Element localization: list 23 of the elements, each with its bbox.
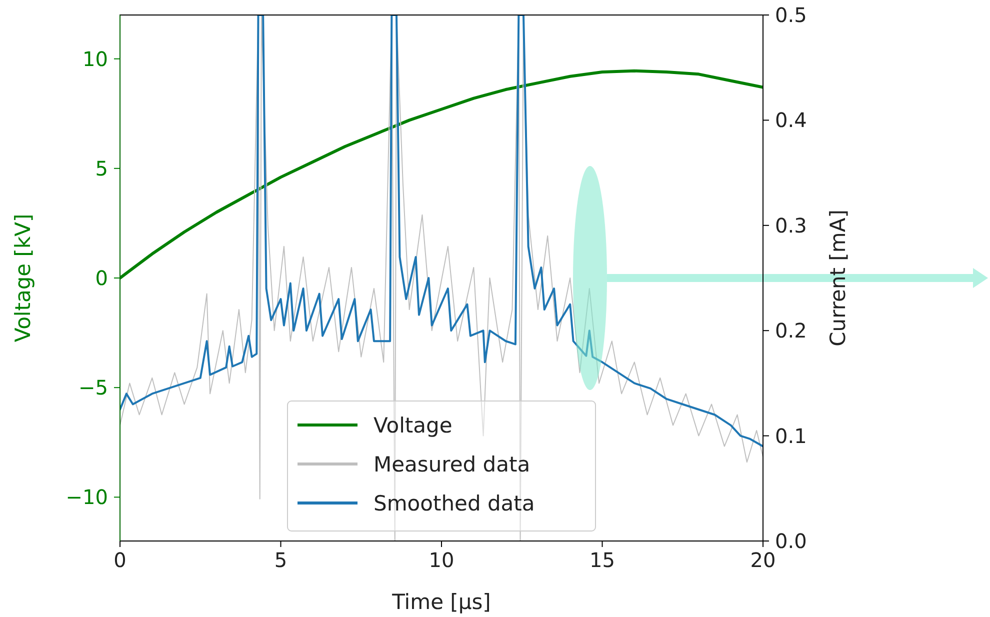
x-axis-title: Time [µs] <box>391 590 491 614</box>
y2-tick-label: 0.3 <box>775 213 807 238</box>
x-tick-label: 15 <box>590 548 615 572</box>
y-tick-label: 5 <box>95 156 108 180</box>
x-tick-label: 10 <box>428 548 454 572</box>
legend-label: Smoothed data <box>374 491 535 516</box>
y2-axis-title: Current [mA] <box>826 210 850 346</box>
y2-tick-label: 0.0 <box>775 529 807 553</box>
y2-tick-label: 0.2 <box>775 318 807 343</box>
y-tick-label: −5 <box>78 376 108 400</box>
y2-tick-label: 0.1 <box>775 424 807 448</box>
y2-tick-label: 0.4 <box>775 108 807 132</box>
x-tick-label: 0 <box>114 548 126 572</box>
y-tick-label: 10 <box>82 46 108 71</box>
y-tick-label: −10 <box>66 485 108 510</box>
legend-label: Measured data <box>374 452 530 476</box>
y-axis-title: Voltage [kV] <box>11 214 35 342</box>
x-tick-label: 20 <box>750 548 776 572</box>
y2-tick-label: 0.5 <box>775 3 807 27</box>
line-series <box>120 15 763 448</box>
y-tick-label: 0 <box>95 266 108 290</box>
legend-label: Voltage <box>374 413 452 438</box>
x-tick-label: 5 <box>274 548 288 572</box>
